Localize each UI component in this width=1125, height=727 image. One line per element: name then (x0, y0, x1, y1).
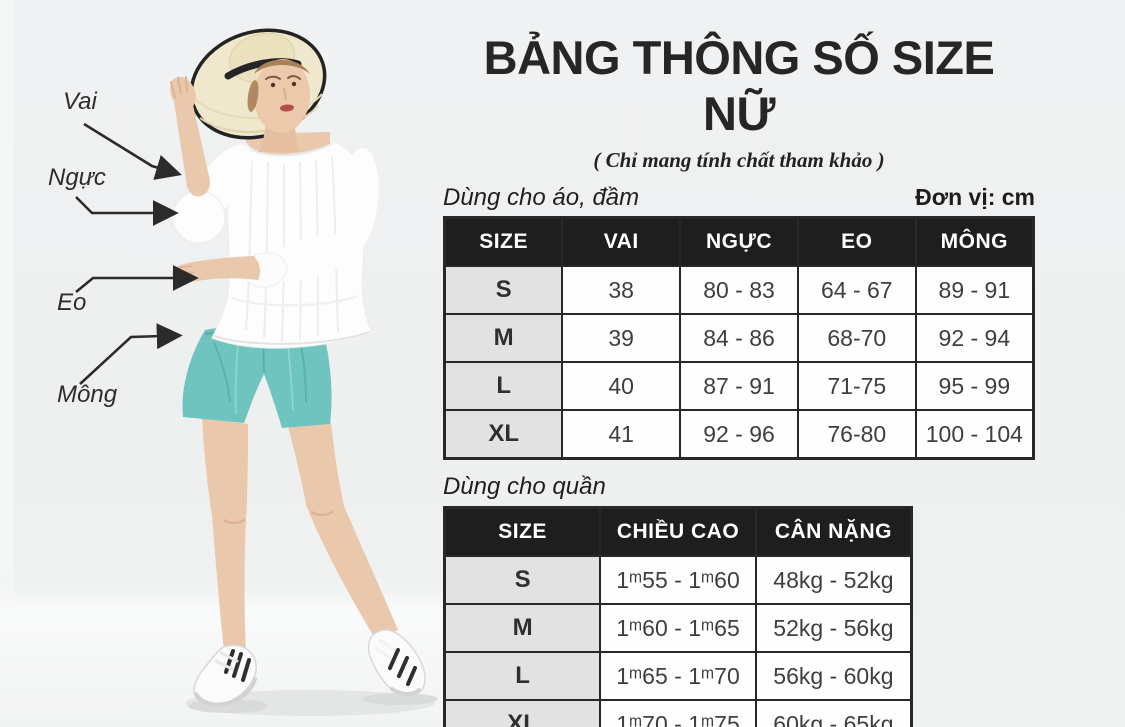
content-column: BẢNG THÔNG SỐ SIZE NỮ ( Chỉ mang tính ch… (443, 30, 1035, 727)
model-raised-arm (170, 76, 253, 244)
table-cell: 52kg - 56kg (754, 603, 913, 653)
table-row: M 39 84 - 86 68-70 92 - 94 (443, 313, 1035, 363)
table-cell: 38 (561, 265, 682, 315)
column-header-size: SIZE (443, 216, 564, 267)
table-cell: S (443, 555, 602, 605)
model-sneakers (193, 629, 426, 707)
figure-label-vai: Vai (63, 88, 97, 115)
table-cell: 56kg - 60kg (754, 651, 913, 701)
table-cell: 87 - 91 (679, 361, 799, 411)
table-cell: 84 - 86 (679, 313, 799, 363)
page-title: BẢNG THÔNG SỐ SIZE NỮ (483, 31, 995, 140)
table-cell: 92 - 96 (679, 409, 799, 460)
table-header-row: SIZE VAI NGỰC EO MÔNG (443, 216, 1035, 267)
figure-label-mong: Mông (57, 381, 118, 408)
table-row: M 1ᵐ60 - 1ᵐ65 52kg - 56kg (443, 603, 913, 653)
column-header-vai: VAI (561, 216, 682, 267)
tops-table-caption: Dùng cho áo, đầm (443, 184, 640, 211)
model-illustration (0, 28, 445, 727)
size-table-pants: SIZE CHIỀU CAO CÂN NẶNG S 1ᵐ55 - 1ᵐ60 48… (443, 506, 913, 727)
table-row: XL 1ᵐ70 - 1ᵐ75 60kg - 65kg (443, 699, 913, 727)
column-header-size: SIZE (443, 506, 602, 557)
model-folded-arm (172, 256, 261, 282)
column-header-cannang: CÂN NẶNG (754, 506, 913, 557)
column-header-nguc: NGỰC (679, 216, 799, 267)
table-cell: 64 - 67 (796, 265, 917, 315)
table-cell: 60kg - 65kg (754, 699, 913, 727)
table-cell: XL (443, 409, 564, 460)
table-cell: 76-80 (796, 409, 917, 460)
table-cell: 92 - 94 (914, 313, 1035, 363)
table-cell: 80 - 83 (679, 265, 799, 315)
table-cell: 68-70 (796, 313, 917, 363)
table-row: XL 41 92 - 96 76-80 100 - 104 (443, 409, 1035, 460)
table-cell: XL (443, 699, 602, 727)
table-cell: 40 (561, 361, 682, 411)
pointer-arrows (75, 122, 199, 385)
table-cell: 39 (561, 313, 682, 363)
page-subtitle: ( Chỉ mang tính chất tham khảo ) (593, 148, 885, 172)
table-cell: 48kg - 52kg (754, 555, 913, 605)
table-header-row: SIZE CHIỀU CAO CÂN NẶNG (443, 506, 913, 557)
table-cell: 95 - 99 (914, 361, 1035, 411)
column-header-eo: EO (796, 216, 917, 267)
column-header-chieucao: CHIỀU CAO (599, 506, 757, 557)
tops-caption-row: Dùng cho áo, đầm Đơn vị: cm (443, 182, 1035, 212)
model-legs (202, 418, 398, 652)
arrow-nguc (75, 196, 179, 226)
arrow-eo (75, 265, 199, 294)
table-cell: 1ᵐ55 - 1ᵐ60 (599, 555, 757, 605)
table-row: L 40 87 - 91 71-75 95 - 99 (443, 361, 1035, 411)
model-face (247, 59, 311, 152)
table-row: S 38 80 - 83 64 - 67 89 - 91 (443, 265, 1035, 315)
table-cell: S (443, 265, 564, 315)
figure-label-eo: Eo (57, 289, 87, 316)
arrow-vai (83, 122, 182, 180)
table-cell: 89 - 91 (914, 265, 1035, 315)
arrow-mong (79, 323, 183, 385)
table-row: S 1ᵐ55 - 1ᵐ60 48kg - 52kg (443, 555, 913, 605)
table-cell: 1ᵐ65 - 1ᵐ70 (599, 651, 757, 701)
figure-label-nguc: Ngực (48, 164, 106, 191)
model-blouse (211, 141, 379, 349)
pants-caption-row: Dùng cho quần (443, 472, 1035, 502)
table-cell: M (443, 313, 564, 363)
table-cell: 100 - 104 (914, 409, 1035, 460)
table-cell: M (443, 603, 602, 653)
table-cell: L (443, 361, 564, 411)
pants-table-caption: Dùng cho quần (443, 473, 606, 500)
table-cell: L (443, 651, 602, 701)
column-header-mong: MÔNG (914, 216, 1035, 267)
table-cell: 41 (561, 409, 682, 460)
table-row: L 1ᵐ65 - 1ᵐ70 56kg - 60kg (443, 651, 913, 701)
table-cell: 71-75 (796, 361, 917, 411)
unit-label: Đơn vị: cm (915, 184, 1035, 210)
table-cell: 1ᵐ70 - 1ᵐ75 (599, 699, 757, 727)
size-table-tops: SIZE VAI NGỰC EO MÔNG S 38 80 - 83 64 - … (443, 216, 1035, 460)
table-cell: 1ᵐ60 - 1ᵐ65 (599, 603, 757, 653)
